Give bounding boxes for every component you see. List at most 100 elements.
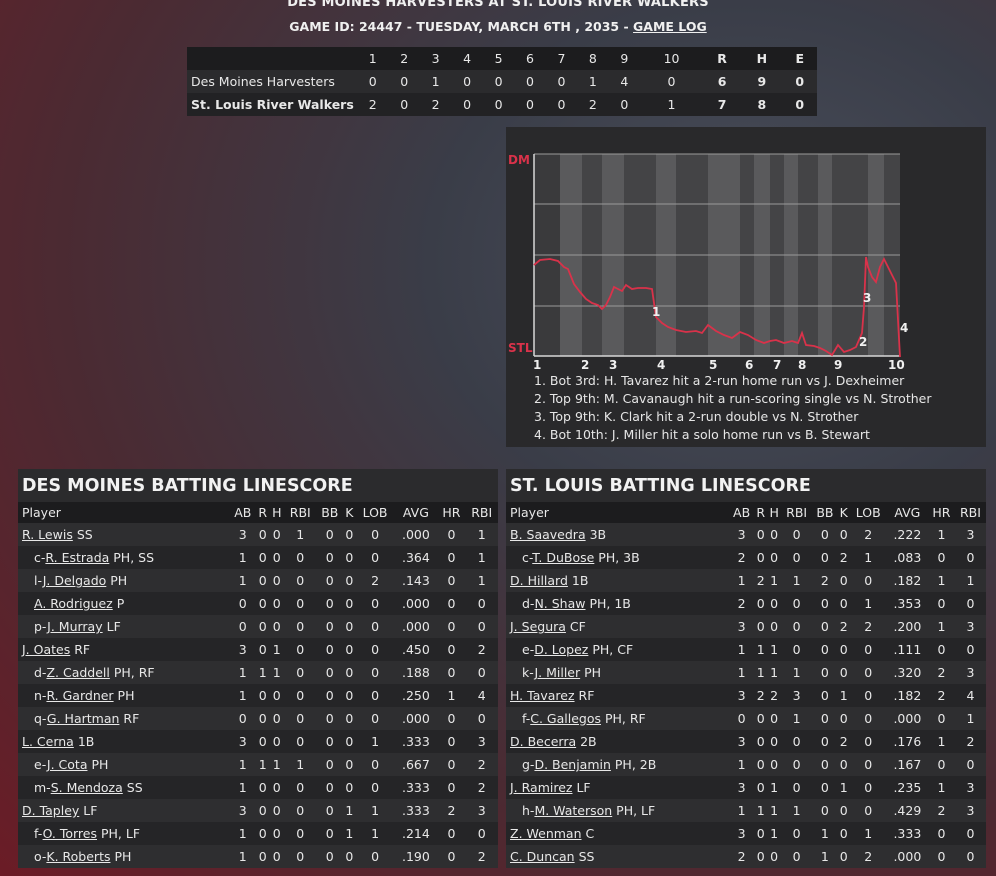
player-link[interactable]: J. Murray [47, 619, 103, 634]
batting-stat: 0 [792, 642, 801, 657]
batting-stat: 0 [345, 573, 354, 588]
batting-row: l-J. Delgado PH 1 0 0 0 0 0 2.143 0 1 [18, 569, 498, 592]
batting-stat: 1 [238, 550, 247, 565]
batting-stat: .333 [401, 780, 430, 795]
player-link[interactable]: L. Cerna [22, 734, 74, 749]
sub-prefix: n- [34, 688, 47, 703]
player-link[interactable]: O. Torres [42, 826, 98, 841]
batting-stat: 0 [447, 780, 456, 795]
batting-stat: .111 [893, 642, 922, 657]
batting-stat: 1 [937, 527, 946, 542]
batting-stat: 0 [272, 803, 281, 818]
linescore-col-header: 3 [431, 51, 440, 66]
chart-x-tick-label: 10 [888, 358, 905, 372]
batting-stat: 2 [864, 619, 873, 634]
batting-stat: 0 [966, 550, 975, 565]
sub-prefix: c- [34, 550, 46, 565]
batting-player-cell: g-D. Benjamin PH, 2B [506, 753, 729, 776]
player-link[interactable]: Z. Wenman [510, 826, 582, 841]
player-link[interactable]: B. Saavedra [510, 527, 586, 542]
batting-stat: 0 [258, 849, 267, 864]
player-link[interactable]: C. Gallegos [530, 711, 601, 726]
player-link[interactable]: D. Tapley [22, 803, 80, 818]
player-link[interactable]: J. Cota [46, 757, 88, 772]
batting-stat: 0 [770, 711, 779, 726]
batting-stat: 0 [792, 849, 801, 864]
player-link[interactable]: J. Ramirez [510, 780, 573, 795]
batting-stat: 3 [238, 642, 247, 657]
batting-stat: 1 [345, 803, 354, 818]
batting-stat: 0 [770, 849, 779, 864]
batting-stat: 0 [839, 642, 848, 657]
batting-stat: 0 [345, 734, 354, 749]
batting-stat: 1 [258, 665, 267, 680]
batting-stat: 2 [737, 849, 746, 864]
batting-player-cell: f-C. Gallegos PH, RF [506, 707, 729, 730]
chart-bottom-label: STL [508, 341, 533, 355]
batting-stat: 1 [477, 527, 486, 542]
batting-stat: 0 [770, 527, 779, 542]
player-position: PH [87, 757, 109, 772]
batting-stat: 0 [345, 849, 354, 864]
sub-prefix: h- [522, 803, 535, 818]
player-position: PH, CF [588, 642, 634, 657]
batting-stat: 3 [737, 826, 746, 841]
player-link[interactable]: J. Delgado [42, 573, 107, 588]
sub-prefix: d- [34, 665, 47, 680]
player-link[interactable]: M. Waterson [534, 803, 613, 818]
batting-stat: 1 [477, 573, 486, 588]
batting-stat: .353 [893, 596, 922, 611]
batting-stat: 1 [937, 780, 946, 795]
batting-stat: .429 [893, 803, 922, 818]
player-link[interactable]: Z. Caddell [46, 665, 110, 680]
player-link[interactable]: D. Becerra [510, 734, 577, 749]
batting-stat: 1 [770, 780, 779, 795]
player-link[interactable]: G. Hartman [46, 711, 120, 726]
batting-stat: 0 [345, 550, 354, 565]
batting-row: J. Segura CF 3 0 0 0 0 2 2.200 1 3 [506, 615, 986, 638]
player-link[interactable]: A. Rodriguez [34, 596, 113, 611]
batting-stat: 0 [325, 734, 334, 749]
linescore-col-header: E [795, 51, 805, 66]
player-link[interactable]: R. Gardner [46, 688, 114, 703]
batting-stat: 0 [477, 826, 486, 841]
batting-stat: 0 [770, 596, 779, 611]
player-link[interactable]: J. Miller [534, 665, 581, 680]
batting-col-header: R [256, 502, 270, 523]
player-link[interactable]: T. DuBose [532, 550, 595, 565]
batting-stat: 0 [756, 619, 765, 634]
batting-stat: 0 [756, 849, 765, 864]
batting-stat: 0 [820, 780, 829, 795]
batting-col-header: BB [812, 502, 838, 523]
game-log-link[interactable]: GAME LOG [633, 19, 707, 34]
player-link[interactable]: K. Roberts [46, 849, 111, 864]
batting-stat: 1 [447, 688, 456, 703]
linescore-col-header: R [717, 51, 727, 66]
batting-row: D. Tapley LF 3 0 0 0 0 1 1.333 2 3 [18, 799, 498, 822]
player-link[interactable]: H. Tavarez [510, 688, 575, 703]
batting-stat: .450 [401, 642, 430, 657]
player-link[interactable]: R. Lewis [22, 527, 73, 542]
batting-row: g-D. Benjamin PH, 2B 1 0 0 0 0 0 0.167 0 0 [506, 753, 986, 776]
batting-stat: 3 [737, 619, 746, 634]
batting-stat: 0 [345, 688, 354, 703]
batting-stat: 0 [756, 711, 765, 726]
player-link[interactable]: J. Segura [510, 619, 566, 634]
batting-col-header: RBI [781, 502, 813, 523]
batting-player-cell: H. Tavarez RF [506, 684, 729, 707]
batting-player-cell: f-O. Torres PH, LF [18, 822, 230, 845]
player-link[interactable]: D. Hillard [510, 573, 568, 588]
player-link[interactable]: S. Mendoza [50, 780, 123, 795]
batting-col-header: AVG [394, 502, 438, 523]
player-link[interactable]: D. Benjamin [534, 757, 611, 772]
sub-prefix: e- [522, 642, 535, 657]
batting-row: n-R. Gardner PH 1 0 0 0 0 0 0.250 1 4 [18, 684, 498, 707]
sub-prefix: l- [34, 573, 43, 588]
player-link[interactable]: C. Duncan [510, 849, 575, 864]
player-link[interactable]: N. Shaw [534, 596, 586, 611]
batting-stat: .182 [893, 573, 922, 588]
player-link[interactable]: J. Oates [22, 642, 71, 657]
player-link[interactable]: D. Lopez [534, 642, 589, 657]
player-link[interactable]: R. Estrada [45, 550, 110, 565]
linescore-inning-runs: 0 [526, 97, 534, 112]
